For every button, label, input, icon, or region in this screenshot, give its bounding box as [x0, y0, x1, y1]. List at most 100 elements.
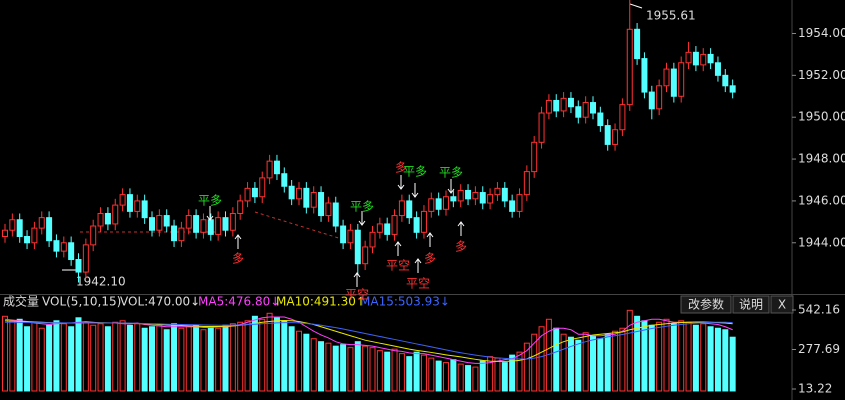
- signal-label: 平多: [198, 194, 222, 208]
- volume-bar: [193, 324, 200, 392]
- candle-body: [406, 200, 413, 219]
- candle-body: [634, 28, 641, 60]
- volume-bar: [281, 320, 288, 392]
- volume-bar: [692, 324, 699, 392]
- volume-bar: [24, 326, 31, 392]
- candle-body: [648, 91, 655, 110]
- candle-body: [207, 219, 214, 235]
- candle-body: [663, 68, 670, 87]
- volume-bar: [700, 323, 707, 392]
- volume-bar: [369, 347, 376, 392]
- volume-bar: [163, 329, 170, 392]
- volume-bar: [420, 354, 427, 392]
- signal-label: 平多: [403, 165, 427, 179]
- candle-body: [354, 229, 361, 265]
- candle-body: [75, 259, 82, 273]
- volume-bar: [75, 317, 82, 392]
- volume-bar: [347, 347, 354, 392]
- candle-body: [523, 171, 530, 196]
- candle-body: [612, 129, 619, 145]
- volume-bar: [707, 326, 714, 392]
- signal-arrow: [394, 241, 402, 256]
- candle-body: [90, 225, 97, 246]
- volume-bar: [31, 321, 38, 392]
- volume-bar: [479, 360, 486, 392]
- volume-bar: [325, 342, 332, 392]
- current-volume: VOL:470.00↓: [120, 295, 200, 309]
- ma-line: [4, 316, 733, 364]
- volume-bar: [590, 335, 596, 392]
- candle-body: [119, 194, 126, 206]
- signal-label: 平空: [386, 259, 410, 273]
- volume-bar: [266, 312, 273, 392]
- low-label: 1942.10: [76, 275, 126, 289]
- button[interactable]: [732, 295, 770, 314]
- volume-bar: [340, 344, 347, 392]
- candle-body: [288, 185, 295, 200]
- signal-arrow: [411, 183, 419, 198]
- signal-arrow: [414, 258, 422, 273]
- volume-bar: [575, 339, 582, 392]
- volume-bar: [685, 321, 692, 392]
- candle-body: [722, 74, 729, 87]
- candle-body: [68, 242, 75, 261]
- candle-body: [450, 196, 457, 202]
- candle-body: [266, 160, 273, 179]
- candle-body: [16, 219, 23, 237]
- candle-body: [700, 53, 707, 66]
- candle-body: [53, 240, 60, 252]
- signal-arrow: [234, 234, 242, 249]
- candle-body: [46, 217, 53, 242]
- candle-body: [545, 99, 552, 114]
- candle-body: [112, 204, 119, 225]
- candle-body: [251, 187, 258, 198]
- candle-body: [237, 200, 244, 214]
- volume-bar: [626, 309, 633, 392]
- volume-bar: [288, 326, 295, 392]
- volume-bar: [318, 341, 325, 392]
- volume-bar: [68, 326, 75, 392]
- candle-body: [443, 196, 449, 210]
- volume-bar: [450, 359, 457, 392]
- button-label[interactable]: X: [778, 298, 786, 312]
- button[interactable]: [680, 295, 732, 314]
- candle-body: [9, 219, 16, 231]
- volume-bar: [310, 338, 317, 392]
- candle-body: [200, 219, 207, 233]
- candle-body: [472, 192, 479, 200]
- volume-bar: [237, 321, 244, 392]
- candle-body: [229, 212, 236, 231]
- candle-body: [428, 198, 435, 212]
- volume-bar: [656, 321, 663, 392]
- candle-body: [376, 223, 383, 233]
- y-tick-label: 277.69: [798, 342, 840, 356]
- volume-bar: [619, 327, 626, 392]
- candle-body: [273, 160, 280, 175]
- candle-body: [384, 223, 391, 235]
- candle-body: [678, 62, 685, 97]
- high-leader: [629, 3, 643, 9]
- volume-bar: [663, 318, 670, 392]
- volume-bar: [134, 323, 141, 392]
- volume-bar: [244, 320, 251, 392]
- volume-bar: [90, 324, 97, 392]
- volume-bar: [509, 354, 516, 392]
- volume-bar: [457, 363, 464, 392]
- candle-body: [656, 85, 663, 110]
- volume-bar: [273, 317, 280, 392]
- candle-body: [692, 51, 699, 66]
- candle-body: [487, 194, 494, 204]
- volume-bar: [171, 323, 178, 392]
- volume-legend: 成交量 VOL(5,10,15) VOL:470.00↓ MA5:476.80↓…: [3, 294, 450, 309]
- candle-body: [347, 229, 354, 244]
- volume-bar: [612, 330, 619, 392]
- candle-body: [104, 212, 111, 225]
- button-label[interactable]: 改参数: [688, 297, 724, 312]
- volume-bar: [215, 327, 222, 392]
- button[interactable]: [770, 295, 794, 314]
- volume-bar: [391, 348, 398, 392]
- button-label[interactable]: 说明: [739, 297, 763, 312]
- candle-body: [259, 177, 266, 198]
- candle-body: [457, 189, 464, 202]
